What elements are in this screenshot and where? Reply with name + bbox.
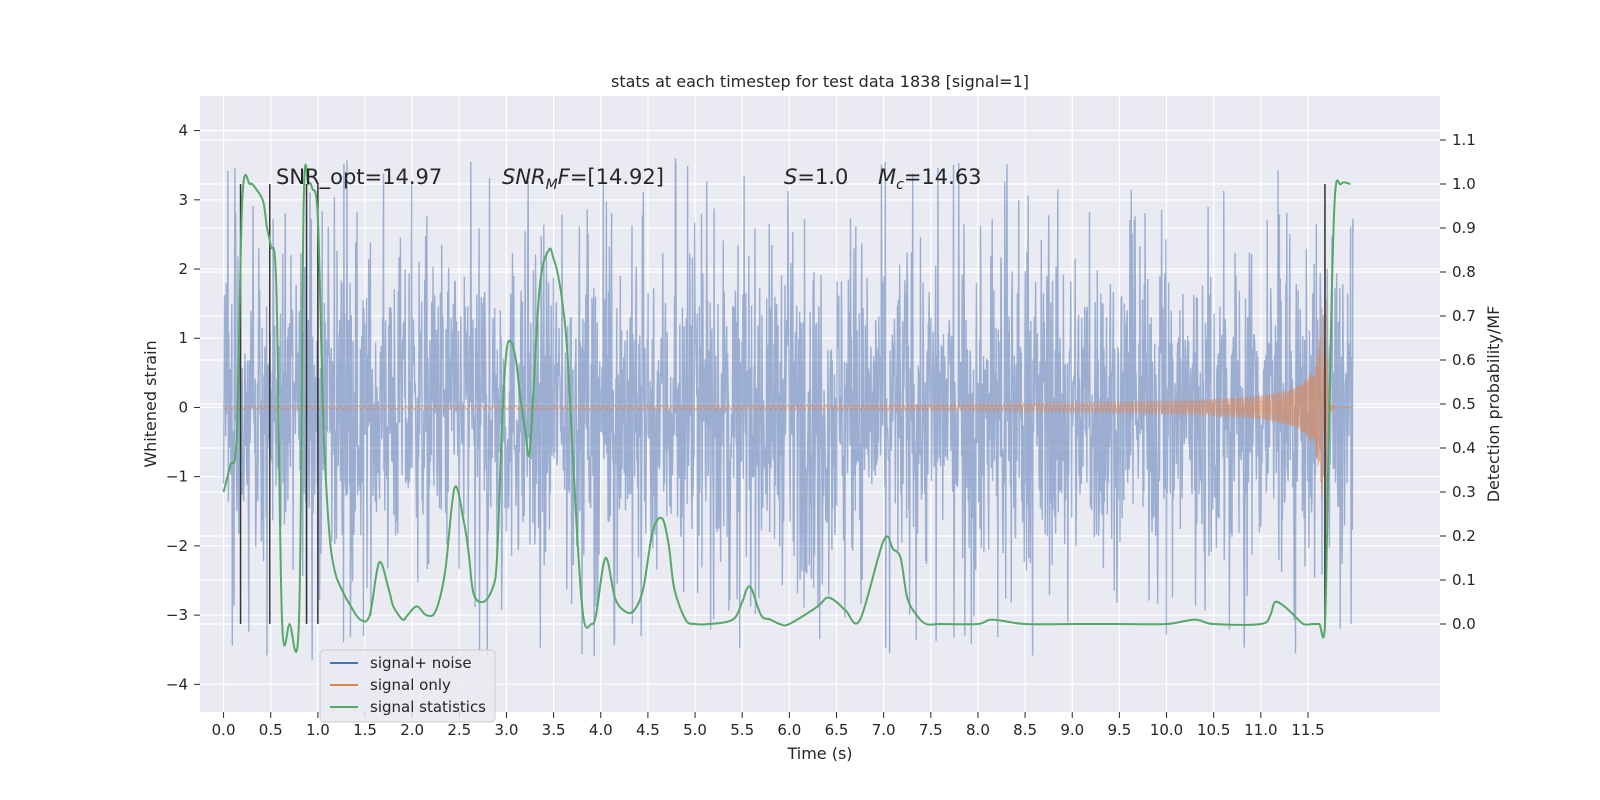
y-right-tick-label: 1.1 [1452,131,1476,149]
x-tick-label: 5.5 [730,721,754,739]
annotations: SNR_opt=14.97 SNRMF=[14.92] S=1.0 Mc=14.… [276,165,982,193]
y-right-tick-label: 0.4 [1452,439,1476,457]
x-tick-label: 6.0 [777,721,801,739]
legend: signal+ noise signal only signal statist… [319,649,496,723]
x-tick-label: 1.0 [306,721,330,739]
y-right-tick-label: 0.8 [1452,263,1476,281]
y-left-tick-label: 4 [178,122,188,140]
annotation-snr-mf-symbol2: F [558,165,571,189]
annotation-snr-mf-sub: M [546,177,558,193]
y-axis-right-label: Detection probability/MF [1484,306,1503,503]
x-tick-label: 1.5 [353,721,377,739]
x-tick-label: 9.5 [1107,721,1131,739]
x-tick-label: 0.5 [259,721,283,739]
x-tick-label: 2.5 [447,721,471,739]
chart-title: stats at each timestep for test data 183… [611,72,1029,91]
y-right-tick-label: 0.9 [1452,219,1476,237]
y-right-tick-label: 0.6 [1452,351,1476,369]
legend-label-signal: signal only [370,676,451,694]
x-tick-label: 7.0 [872,721,896,739]
signal-only-line [223,192,1354,562]
x-tick-label: 8.5 [1013,721,1037,739]
y-left-tick-label: 1 [178,329,188,347]
y-right-tick-label: 1.0 [1452,175,1476,193]
y-left-tick-label: 3 [178,191,188,209]
legend-label-noise: signal+ noise [370,654,472,672]
annotation-mc-value: =14.63 [904,165,982,189]
annotation-snr-mf: SNRMF=[14.92] [502,165,664,193]
vertical-markers [239,184,1326,624]
signal-noise-series [222,158,1354,660]
y-right-tick-label: 0.7 [1452,307,1476,325]
x-tick-label: 5.0 [683,721,707,739]
y-left-tick-label: −1 [166,468,188,486]
x-tick-label: 4.5 [636,721,660,739]
y-axis-left-label: Whitened strain [141,340,160,467]
x-tick-label: 3.0 [495,721,519,739]
y-axis-right-ticks: 1.1 1.0 0.9 0.8 0.7 0.6 0.5 0.4 0.3 0.2 0.1 0.0 [1440,131,1476,633]
x-tick-label: 8.0 [966,721,990,739]
annotation-s: S=1.0 [784,165,848,189]
annotation-mc-symbol: M [878,165,896,189]
x-tick-label: 7.5 [919,721,943,739]
y-axis-left-ticks: 4 3 2 1 0 −1 −2 −3 −4 [166,122,200,693]
annotation-s-value: =1.0 [797,165,848,189]
x-axis-ticks: 0.0 0.5 1.0 1.5 2.0 2.5 3.0 3.5 4.0 4.5 5.0 5.5 6.0 6… [212,712,1325,739]
annotation-mc-sub: c [896,177,904,193]
y-left-tick-label: 0 [178,398,188,416]
x-axis-label: Time (s) [786,744,852,763]
y-right-tick-label: 0.3 [1452,483,1476,501]
x-tick-label: 10.5 [1197,721,1230,739]
x-tick-label: 9.0 [1060,721,1084,739]
y-left-tick-label: −3 [166,606,188,624]
x-tick-label: 4.0 [589,721,613,739]
y-left-tick-label: −4 [166,675,188,693]
legend-box [319,649,496,723]
x-tick-label: 11.5 [1291,721,1324,739]
signal-only-series [223,192,1354,562]
legend-label-statistics: signal statistics [370,698,486,716]
signal-statistics-series [222,163,1351,654]
y-right-tick-label: 0.2 [1452,527,1476,545]
x-tick-label: 3.5 [542,721,566,739]
y-left-tick-label: 2 [178,260,188,278]
x-tick-label: 2.0 [400,721,424,739]
x-tick-label: 0.0 [212,721,236,739]
annotation-mc: Mc=14.63 [878,165,982,193]
annotation-snr-mf-value: =[14.92] [570,165,664,189]
y-right-tick-label: 0.1 [1452,571,1476,589]
annotation-snr-mf-symbol: SNR [502,165,546,189]
x-tick-label: 6.5 [825,721,849,739]
y-right-tick-label: 0.5 [1452,395,1476,413]
y-left-tick-label: −2 [166,537,188,555]
annotation-s-symbol: S [784,165,797,189]
y-right-tick-label: 0.0 [1452,615,1476,633]
annotation-snr-opt: SNR_opt=14.97 [276,165,442,190]
x-tick-label: 10.0 [1150,721,1183,739]
signal-noise-line [222,158,1354,660]
signal-statistics-line [222,163,1351,654]
x-tick-label: 11.0 [1244,721,1277,739]
